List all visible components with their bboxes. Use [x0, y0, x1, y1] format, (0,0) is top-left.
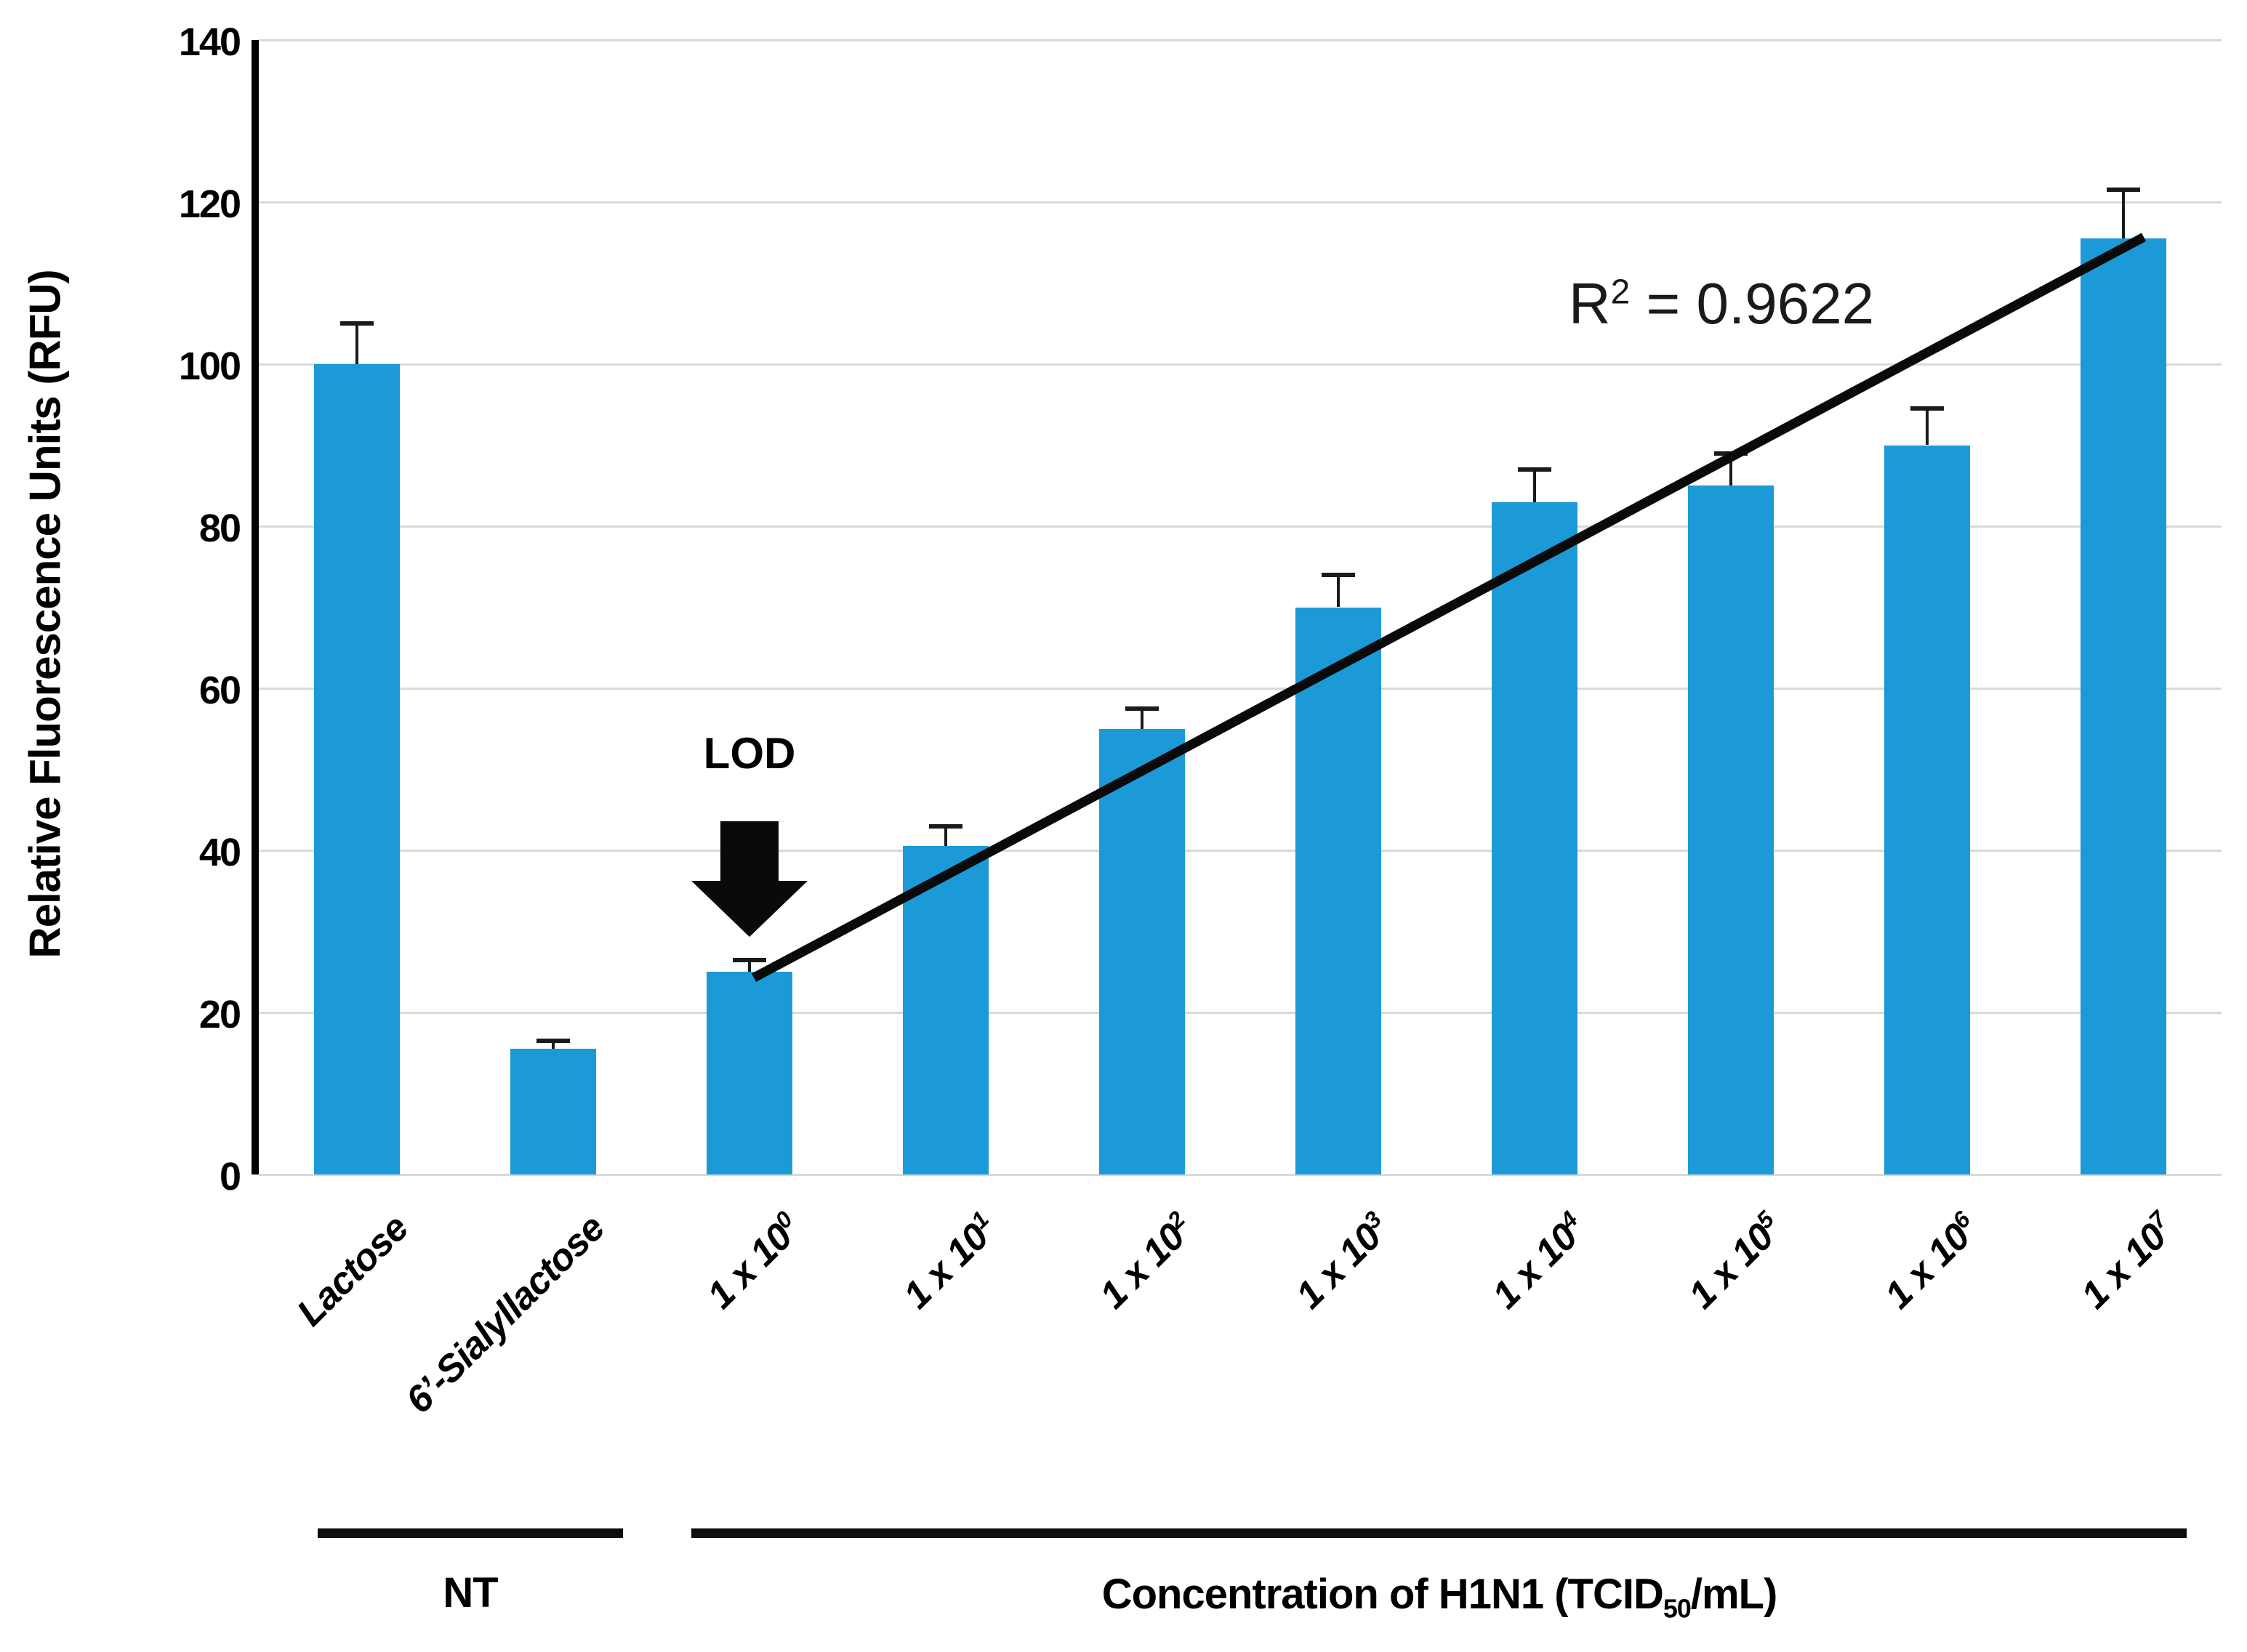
concentration-label-subscript: 50: [1663, 1593, 1692, 1624]
error-bar-line: [1141, 708, 1143, 729]
error-bar-cap: [2107, 188, 2140, 193]
bar: [1099, 728, 1185, 1174]
gridline: [259, 39, 2222, 41]
bar: [707, 972, 792, 1174]
error-bar-line: [355, 323, 358, 364]
r2-annotation: R2 = 0.9622: [1489, 270, 1954, 337]
bar: [2081, 238, 2166, 1174]
error-bar-cap: [733, 957, 766, 962]
y-tick-label: 120: [178, 182, 241, 226]
gridline: [259, 1174, 2222, 1176]
trendline: [751, 233, 2147, 982]
bar: [510, 1049, 596, 1174]
concentration-label-post: /mL): [1690, 1571, 1777, 1618]
bar: [314, 364, 400, 1174]
lod-down-arrow-icon: [691, 821, 808, 937]
y-tick-label: 80: [198, 507, 241, 550]
y-axis-line: [252, 40, 259, 1174]
error-bar-cap: [1518, 467, 1551, 472]
gridline: [259, 525, 2222, 528]
error-bar-cap: [929, 823, 962, 829]
bar: [1688, 485, 1774, 1174]
lod-label: LOD: [703, 729, 796, 778]
group-line-nt: [318, 1528, 623, 1538]
y-tick-label: 20: [198, 993, 241, 1036]
error-bar-line: [1729, 453, 1732, 486]
error-bar-line: [944, 826, 947, 847]
y-tick-label: 60: [198, 669, 241, 712]
error-bar-line: [2122, 190, 2125, 239]
y-tick-label: 0: [219, 1155, 241, 1198]
gridline: [259, 1012, 2222, 1014]
error-bar-line: [1926, 408, 1929, 446]
concentration-label-pre: Concentration of H1N1 (TCID: [1101, 1571, 1664, 1618]
gridline: [259, 688, 2222, 690]
y-tick-label: 100: [178, 344, 241, 388]
r2-value: = 0.9622: [1630, 271, 1875, 336]
error-bar-cap: [1125, 706, 1159, 711]
error-bar-line: [1337, 574, 1340, 608]
error-bar-cap: [340, 321, 374, 326]
r2-superscript: 2: [1610, 273, 1631, 312]
error-bar-cap: [1910, 406, 1944, 411]
bar: [1884, 445, 1970, 1174]
y-tick-label: 140: [178, 20, 241, 64]
gridline: [259, 850, 2222, 852]
group-label-concentration: Concentration of H1N1 (TCID50/mL): [712, 1570, 2166, 1624]
error-bar-line: [1533, 469, 1536, 502]
gridline: [259, 363, 2222, 366]
error-bar-line: [748, 959, 751, 972]
group-label-nt: NT: [443, 1569, 498, 1616]
bar: [903, 846, 989, 1174]
error-bar-line: [552, 1041, 555, 1049]
bar: [1492, 501, 1577, 1174]
error-bar-cap: [1322, 572, 1355, 577]
r2-base: R: [1568, 271, 1611, 336]
error-bar-cap: [536, 1039, 570, 1044]
y-tick-label: 40: [198, 831, 241, 874]
group-line-concentration: [691, 1528, 2187, 1538]
gridline: [259, 201, 2222, 204]
bar: [1295, 607, 1381, 1174]
